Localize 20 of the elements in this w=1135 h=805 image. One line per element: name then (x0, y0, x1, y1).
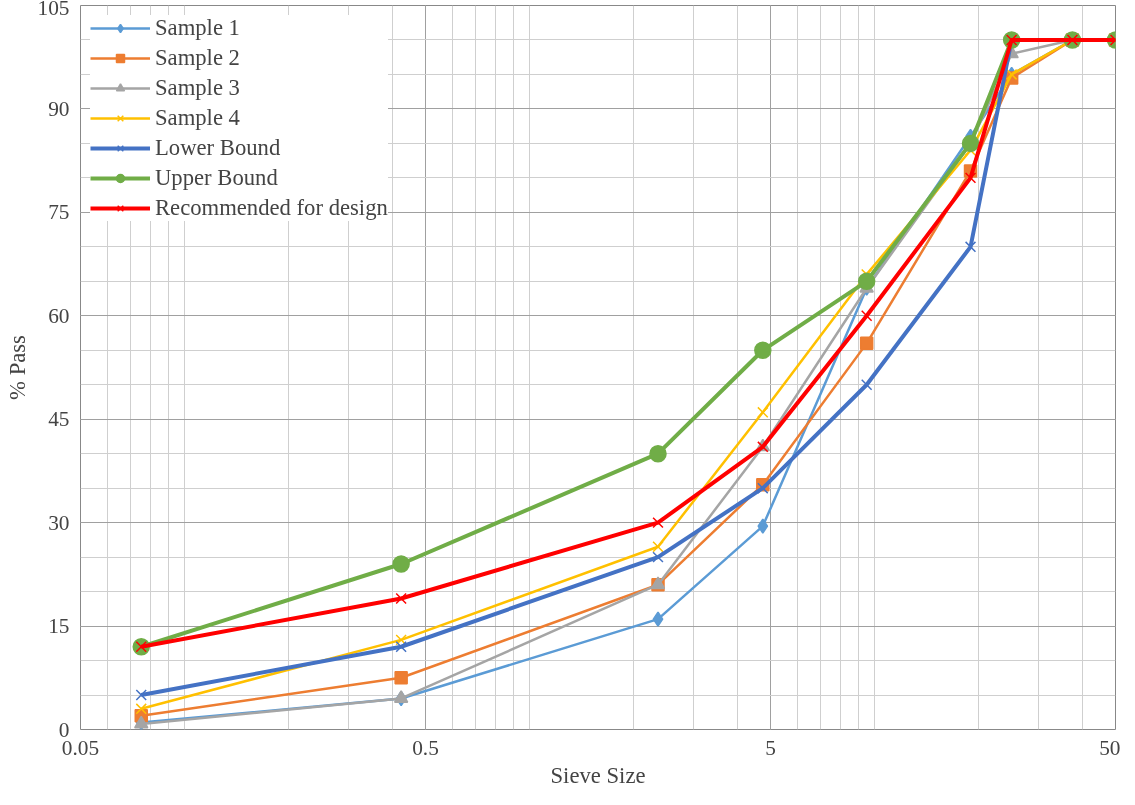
x-tick-label: 0.5 (412, 735, 439, 760)
x-tick-label: 50 (1099, 735, 1121, 760)
y-tick-label: 60 (48, 303, 70, 328)
x-tick-label: 5 (765, 735, 776, 760)
legend-label: Upper Bound (155, 165, 278, 191)
legend-label: Sample 3 (155, 75, 240, 101)
y-tick-label: 105 (37, 0, 70, 20)
legend-label: Lower Bound (155, 135, 281, 161)
legend-label: Recommended for design (155, 195, 388, 221)
y-tick-label: 45 (48, 407, 70, 432)
y-tick-label: 15 (48, 614, 70, 639)
y-tick-label: 90 (48, 96, 70, 121)
legend-label: Sample 1 (155, 15, 240, 41)
legend-label: Sample 2 (155, 45, 240, 71)
y-tick-label: 75 (48, 200, 70, 225)
y-tick-label: 30 (48, 510, 70, 535)
y-axis-title: % Pass (4, 335, 30, 400)
x-axis-title: Sieve Size (550, 762, 646, 788)
legend-label: Sample 4 (155, 105, 240, 131)
y-tick-label: 0 (58, 717, 70, 742)
